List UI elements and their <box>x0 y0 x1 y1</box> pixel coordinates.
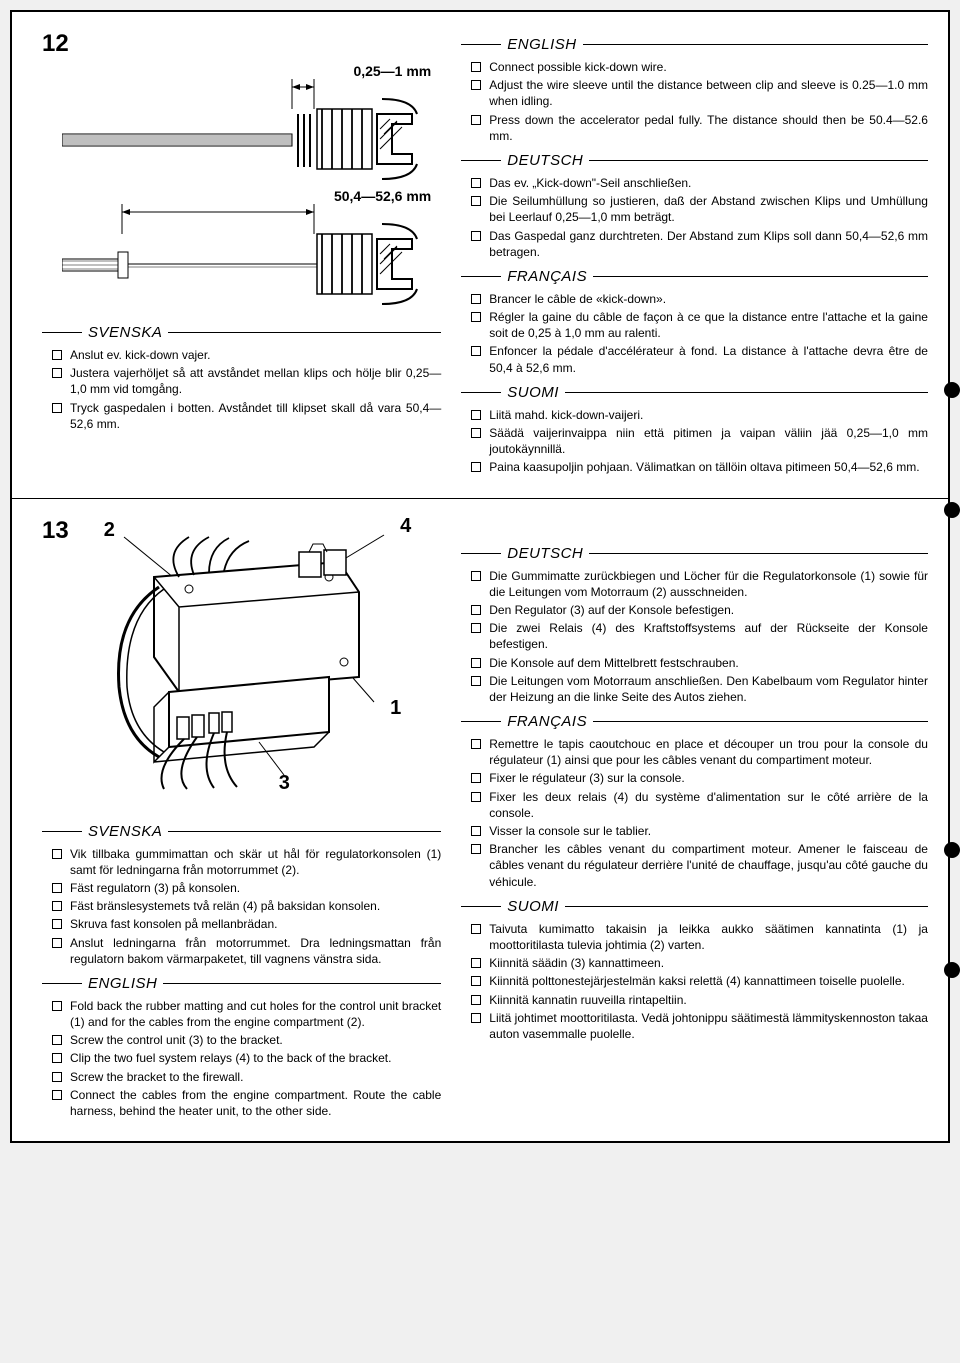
checklist-item: Anslut ev. kick-down vajer. <box>52 347 441 363</box>
cable-diagram-top <box>62 79 422 184</box>
block-svenska-12: SVENSKA Anslut ev. kick-down vajer. Juste… <box>42 324 441 432</box>
block-francais-13: FRANÇAIS Remettre le tapis caoutchouc en… <box>461 713 928 890</box>
section-13: 13 2 4 1 3 <box>12 499 948 1142</box>
checklist-item: Clip the two fuel system relays (4) to t… <box>52 1050 441 1066</box>
checklist-item: Kiinnitä säädin (3) kannattimeen. <box>471 955 928 971</box>
checklist-item: Anslut ledningarna från motorrummet. Dra… <box>52 935 441 967</box>
checklist-item: Die Gummimatte zurückbiegen und Löcher f… <box>471 568 928 600</box>
dimension-bottom: 50,4—52,6 mm <box>42 188 441 204</box>
checklist-item: Enfoncer la pédale d'accélérateur à fond… <box>471 343 928 375</box>
heading-english: ENGLISH <box>461 36 928 53</box>
cable-diagram-bottom <box>62 204 422 314</box>
checklist-item: Das Gaspedal ganz durchtreten. Der Absta… <box>471 228 928 260</box>
section-12-right: ENGLISH Connect possible kick-down wire.… <box>461 12 948 498</box>
heading-svenska: SVENSKA <box>42 324 441 341</box>
figure-12: 0,25—1 mm <box>42 63 441 314</box>
heading-deutsch: DEUTSCH <box>461 152 928 169</box>
checklist-francais-13: Remettre le tapis caoutchouc en place et… <box>461 736 928 890</box>
callout-1: 1 <box>390 697 401 720</box>
dimension-top: 0,25—1 mm <box>42 63 441 79</box>
checklist-item: Liitä mahd. kick-down-vaijeri. <box>471 407 928 423</box>
checklist-francais-12: Brancer le câble de «kick-down». Régler l… <box>461 291 928 376</box>
checklist-item: Die Seilumhüllung so justieren, daß der … <box>471 193 928 225</box>
checklist-item: Den Regulator (3) auf der Konsole befest… <box>471 602 928 618</box>
section-13-left: 13 2 4 1 3 <box>12 499 461 1142</box>
checklist-item: Connect possible kick-down wire. <box>471 59 928 75</box>
heading-francais: FRANÇAIS <box>461 268 928 285</box>
regulator-diagram <box>69 517 429 797</box>
section-13-right: DEUTSCH Die Gummimatte zurückbiegen und … <box>461 499 948 1142</box>
checklist-item: Kiinnitä kannatin ruuveilla rintapeltiin… <box>471 992 928 1008</box>
block-english-12: ENGLISH Connect possible kick-down wire.… <box>461 36 928 144</box>
checklist-item: Tryck gaspedalen i botten. Avståndet til… <box>52 400 441 432</box>
punch-hole <box>944 962 960 978</box>
block-deutsch-12: DEUTSCH Das ev. „Kick-down"-Seil anschli… <box>461 152 928 260</box>
checklist-item: Fixer le régulateur (3) sur la console. <box>471 770 928 786</box>
callout-2: 2 <box>104 519 115 542</box>
checklist-item: Das ev. „Kick-down"-Seil anschließen. <box>471 175 928 191</box>
checklist-svenska-13: Vik tillbaka gummimattan och skär ut hål… <box>42 846 441 967</box>
punch-hole <box>944 842 960 858</box>
figure-13: 2 4 1 3 <box>69 517 442 807</box>
checklist-item: Fäst bränslesystemets två relän (4) på b… <box>52 898 441 914</box>
callout-4: 4 <box>400 515 411 538</box>
checklist-item: Fixer les deux relais (4) du système d'a… <box>471 789 928 821</box>
checklist-item: Visser la console sur le tablier. <box>471 823 928 839</box>
scanned-manual-page: 12 0,25—1 mm <box>10 10 950 1143</box>
checklist-item: Skruva fast konsolen på mellanbrädan. <box>52 916 441 932</box>
checklist-item: Brancer le câble de «kick-down». <box>471 291 928 307</box>
checklist-item: Fäst regulatorn (3) på konsolen. <box>52 880 441 896</box>
checklist-item: Die Leitungen vom Motorraum anschließen.… <box>471 673 928 705</box>
checklist-english-12: Connect possible kick-down wire. Adjust t… <box>461 59 928 144</box>
checklist-item: Kiinnitä polttonestejärjestelmän kaksi r… <box>471 973 928 989</box>
checklist-item: Screw the control unit (3) to the bracke… <box>52 1032 441 1048</box>
block-svenska-13: SVENSKA Vik tillbaka gummimattan och skä… <box>42 823 441 967</box>
checklist-deutsch-13: Die Gummimatte zurückbiegen und Löcher f… <box>461 568 928 706</box>
heading-deutsch-13: DEUTSCH <box>461 545 928 562</box>
checklist-item: Taivuta kumimatto takaisin ja leikka auk… <box>471 921 928 953</box>
punch-hole <box>944 502 960 518</box>
checklist-item: Die Konsole auf dem Mittelbrett festschr… <box>471 655 928 671</box>
heading-francais-13: FRANÇAIS <box>461 713 928 730</box>
heading-english-13: ENGLISH <box>42 975 441 992</box>
checklist-suomi-12: Liitä mahd. kick-down-vaijeri. Säädä vaij… <box>461 407 928 476</box>
checklist-item: Adjust the wire sleeve until the distanc… <box>471 77 928 109</box>
checklist-item: Brancher les câbles venant du compartime… <box>471 841 928 890</box>
checklist-suomi-13: Taivuta kumimatto takaisin ja leikka auk… <box>461 921 928 1042</box>
checklist-item: Régler la gaine du câble de façon à ce q… <box>471 309 928 341</box>
checklist-svenska-12: Anslut ev. kick-down vajer. Justera vajer… <box>42 347 441 432</box>
checklist-english-13: Fold back the rubber matting and cut hol… <box>42 998 441 1119</box>
checklist-item: Press down the accelerator pedal fully. … <box>471 112 928 144</box>
heading-svenska-13: SVENSKA <box>42 823 441 840</box>
checklist-item: Säädä vaijerinvaippa niin että pitimen j… <box>471 425 928 457</box>
section-12-left: 12 0,25—1 mm <box>12 12 461 498</box>
heading-suomi-13: SUOMI <box>461 898 928 915</box>
step-number-12: 12 <box>42 30 441 58</box>
checklist-item: Connect the cables from the engine compa… <box>52 1087 441 1119</box>
block-suomi-13: SUOMI Taivuta kumimatto takaisin ja leik… <box>461 898 928 1042</box>
checklist-item: Vik tillbaka gummimattan och skär ut hål… <box>52 846 441 878</box>
checklist-item: Screw the bracket to the firewall. <box>52 1069 441 1085</box>
callout-3: 3 <box>279 772 290 795</box>
checklist-item: Die zwei Relais (4) des Kraftstoffsystem… <box>471 620 928 652</box>
checklist-item: Justera vajerhöljet så att avståndet mel… <box>52 365 441 397</box>
step-number-13: 13 <box>42 517 69 545</box>
checklist-item: Fold back the rubber matting and cut hol… <box>52 998 441 1030</box>
checklist-item: Paina kaasupoljin pohjaan. Välimatkan on… <box>471 459 928 475</box>
checklist-deutsch-12: Das ev. „Kick-down"-Seil anschließen. Die… <box>461 175 928 260</box>
block-francais-12: FRANÇAIS Brancer le câble de «kick-down»… <box>461 268 928 376</box>
section-12: 12 0,25—1 mm <box>12 12 948 499</box>
block-english-13: ENGLISH Fold back the rubber matting and… <box>42 975 441 1119</box>
checklist-item: Liitä johtimet moottoritilasta. Vedä joh… <box>471 1010 928 1042</box>
punch-hole <box>944 382 960 398</box>
block-suomi-12: SUOMI Liitä mahd. kick-down-vaijeri. Sääd… <box>461 384 928 476</box>
heading-suomi: SUOMI <box>461 384 928 401</box>
checklist-item: Remettre le tapis caoutchouc en place et… <box>471 736 928 768</box>
block-deutsch-13: DEUTSCH Die Gummimatte zurückbiegen und … <box>461 545 928 706</box>
